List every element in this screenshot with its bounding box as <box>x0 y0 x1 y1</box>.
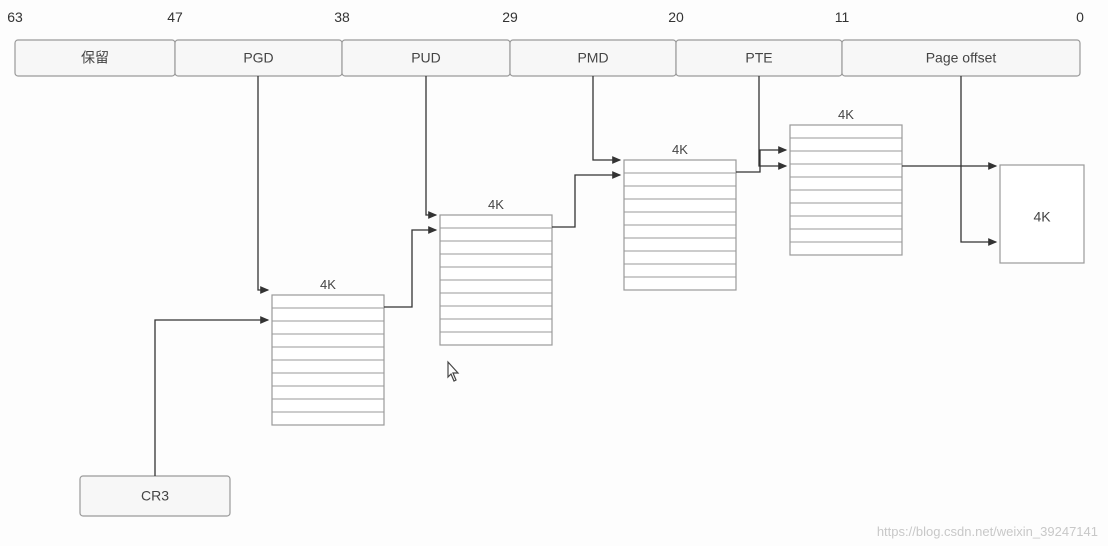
bitfield-label: 保留 <box>81 50 109 66</box>
table-label: 4K <box>672 142 688 157</box>
bit-label: 38 <box>334 9 350 25</box>
bit-label: 29 <box>502 9 518 25</box>
watermark: https://blog.csdn.net/weixin_39247141 <box>877 524 1098 539</box>
bitfield-label: PGD <box>243 50 273 66</box>
table-label: 4K <box>838 107 854 122</box>
bit-label: 0 <box>1076 9 1084 25</box>
bitfield-label: PTE <box>745 50 772 66</box>
cr3-label: CR3 <box>141 488 169 504</box>
bitfield-label: Page offset <box>926 50 997 66</box>
physical-page-label: 4K <box>1033 209 1051 225</box>
bit-label: 11 <box>835 9 850 25</box>
bit-label: 20 <box>668 9 684 25</box>
table-label: 4K <box>320 277 336 292</box>
table-label: 4K <box>488 197 504 212</box>
bitfield-label: PUD <box>411 50 441 66</box>
bit-label: 47 <box>167 9 183 25</box>
bitfield-label: PMD <box>577 50 608 66</box>
bit-label: 63 <box>7 9 23 25</box>
